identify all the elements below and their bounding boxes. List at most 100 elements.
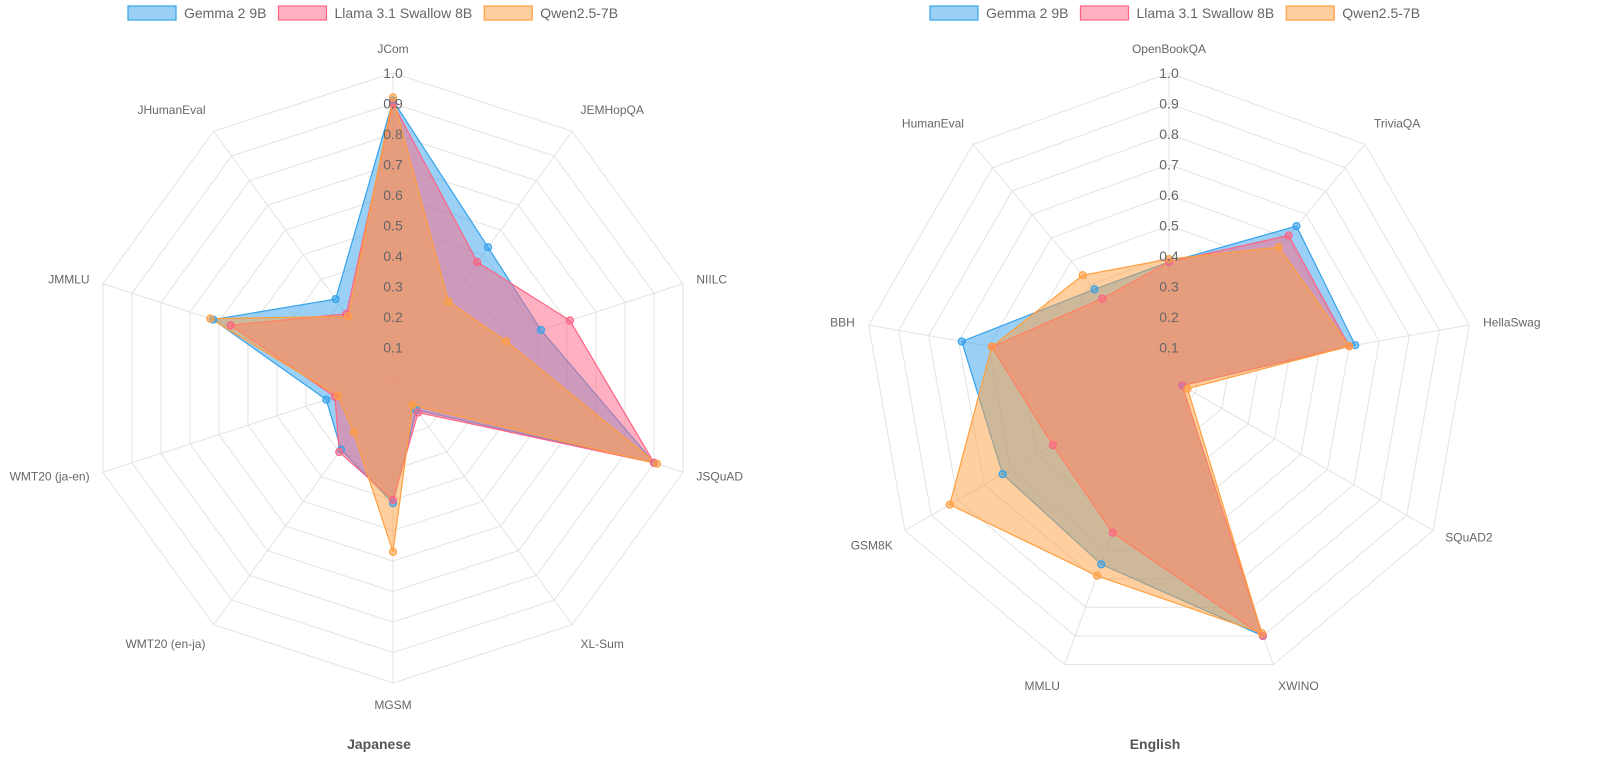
legend-swatch [483,5,533,21]
data-point-gemma-2-9b[interactable] [1097,560,1106,569]
data-point-qwen2-5-7b[interactable] [349,428,358,437]
grid-ring [928,133,1410,608]
data-point-llama-3-1-swallow-8b[interactable] [473,257,482,267]
grid-ring [898,102,1440,637]
axis-label-jcom: JCom [377,42,408,56]
legend-item-qwen2-5-7b[interactable]: Qwen2.5-7B [1285,5,1420,21]
data-point-qwen2-5-7b[interactable] [388,93,398,102]
tick-label: 0.6 [383,187,403,203]
tick-label: 0.8 [383,126,403,142]
spoke [392,377,573,626]
data-point-qwen2-5-7b[interactable] [1274,243,1283,252]
axis-label-humaneval: HumanEval [902,117,964,131]
data-point-qwen2-5-7b[interactable] [1092,571,1102,580]
data-point-gemma-2-9b[interactable] [1090,285,1099,294]
axis-labels: OpenBookQA TriviaQA HellaSwag SQuAD2 XWINO MM… [830,42,1540,693]
axis-label-hellaswag: HellaSwag [1483,316,1540,330]
tick-label: 0.9 [1159,96,1179,112]
tick-label: 0.4 [1159,248,1179,264]
data-point-llama-3-1-swallow-8b[interactable] [565,316,575,325]
tick-label: 0.1 [383,340,403,356]
data-point-qwen2-5-7b[interactable] [1257,628,1266,638]
tick-label: 0.7 [1159,157,1179,173]
data-point-qwen2-5-7b[interactable] [1164,254,1174,264]
data-point-qwen2-5-7b[interactable] [945,500,954,509]
axis-label-jmmlu: JMMLU [48,272,89,286]
legend-label: Qwen2.5-7B [1342,5,1420,21]
legend-item-llama-3-1-swallow-8b[interactable]: Llama 3.1 Swallow 8B [1079,5,1274,21]
grid-ring [868,72,1470,666]
chart-title: English [1130,736,1181,752]
tick-label: 0.2 [383,309,403,325]
data-point-llama-3-1-swallow-8b[interactable] [335,447,344,457]
data-point-llama-3-1-swallow-8b[interactable] [226,321,235,330]
data-point-gemma-2-9b[interactable] [957,337,966,346]
data-point-llama-3-1-swallow-8b[interactable] [1098,294,1107,303]
spoke [1168,377,1434,531]
tick-label: 0.3 [383,279,403,295]
axis-label-triviaqa: TriviaQA [1374,117,1420,131]
data-point-qwen2-5-7b[interactable] [388,547,398,556]
legend-item-qwen2-5-7b[interactable]: Qwen2.5-7B [483,5,618,21]
tick-label: 0.5 [1159,218,1179,234]
tick-label: 0.4 [383,248,403,264]
tick-label: 1.0 [383,65,403,81]
tick-labels: 0.1 0.2 0.3 0.4 0.5 0.6 0.7 0.8 0.9 1.0 [383,65,403,356]
legend: Gemma 2 9B Llama 3.1 Swallow 8B Qwen2.5-7B [127,5,618,21]
tick-label: 0.9 [383,96,403,112]
legend-item-gemma-2-9b[interactable]: Gemma 2 9B [929,5,1068,21]
tick-label: 0.2 [1159,309,1179,325]
data-point-qwen2-5-7b[interactable] [333,391,342,401]
data-point-gemma-2-9b[interactable] [536,325,546,335]
axis-label-niilc: NIILC [696,272,727,286]
legend-item-llama-3-1-swallow-8b[interactable]: Llama 3.1 Swallow 8B [277,5,472,21]
data-point-gemma-2-9b[interactable] [1292,222,1301,231]
axis-labels: JCom JEMHopQA NIILC JSQuAD XL-Sum MGSM WMT20 (… [10,42,744,712]
tick-label: 0.7 [383,157,403,173]
tick-label: 1.0 [1159,65,1179,81]
tick-label: 0.8 [1159,126,1179,142]
axis-label-squad2: SQuAD2 [1445,531,1493,545]
data-point-llama-3-1-swallow-8b[interactable] [1108,528,1117,537]
axis-label-bbh: BBH [830,316,855,330]
data-point-qwen2-5-7b[interactable] [987,342,996,351]
legend-item-gemma-2-9b[interactable]: Gemma 2 9B [127,5,266,21]
radar-chart-japanese: 0.1 0.2 0.3 0.4 0.5 0.6 0.7 0.8 0.9 1.0 JCom JEMHop… [10,5,744,752]
legend-swatch [1285,5,1335,21]
axis-label-jemhopqa: JEMHopQA [581,103,644,117]
axis-label-mgsm: MGSM [374,698,411,712]
tick-label: 0.5 [383,218,403,234]
axis-label-mmlu: MMLU [1025,679,1060,693]
data-point-qwen2-5-7b[interactable] [408,401,417,410]
data-point-llama-3-1-swallow-8b[interactable] [388,495,398,505]
axis-label-wmt20-ja-en: WMT20 (ja-en) [10,470,90,484]
axis-label-openbookqa: OpenBookQA [1132,42,1206,56]
data-point-qwen2-5-7b[interactable] [1345,342,1354,351]
chart-title: Japanese [347,736,411,752]
tick-label: 0.6 [1159,187,1179,203]
data-point-qwen2-5-7b[interactable] [344,312,353,321]
data-point-gemma-2-9b[interactable] [998,469,1007,479]
data-point-qwen2-5-7b[interactable] [502,337,511,346]
data-point-qwen2-5-7b[interactable] [444,297,453,306]
axis-label-xl-sum: XL-Sum [581,637,624,651]
legend-label: Qwen2.5-7B [540,5,618,21]
data-point-llama-3-1-swallow-8b[interactable] [413,408,423,417]
axis-label-gsm8k: GSM8K [851,539,893,553]
data-point-qwen2-5-7b[interactable] [1183,384,1192,393]
legend-swatch [929,5,979,21]
tick-label: 0.3 [1159,279,1179,295]
data-point-qwen2-5-7b[interactable] [206,314,215,323]
data-point-llama-3-1-swallow-8b[interactable] [1284,231,1293,240]
data-point-llama-3-1-swallow-8b[interactable] [1048,441,1057,450]
data-point-gemma-2-9b[interactable] [322,395,331,404]
data-point-qwen2-5-7b[interactable] [652,459,662,468]
data-point-qwen2-5-7b[interactable] [1078,271,1087,280]
axis-label-xwino: XWINO [1278,679,1319,693]
axis-label-wmt20-en-ja: WMT20 (en-ja) [125,637,205,651]
series-area-qwen2-5-7b [949,246,1351,635]
legend-swatch [1079,5,1130,21]
data-point-gemma-2-9b[interactable] [331,294,340,304]
data-point-gemma-2-9b[interactable] [483,243,493,252]
